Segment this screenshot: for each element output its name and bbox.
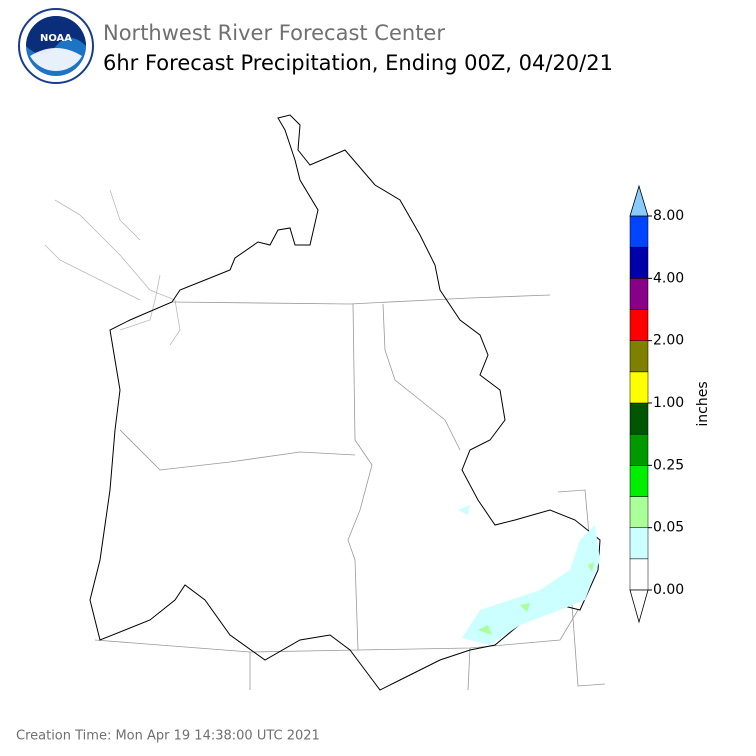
colorbar-label: inches — [695, 381, 711, 426]
title: 6hr Forecast Precipitation, Ending 00Z, … — [103, 51, 613, 75]
colorbar-tick-label: 0.05 — [653, 520, 684, 536]
colorbar-segment — [629, 496, 649, 528]
colorbar-segment — [629, 558, 649, 591]
colorbar-segment — [629, 215, 649, 248]
organization: Northwest River Forecast Center — [103, 21, 445, 45]
colorbar-tick-label: 1.00 — [653, 395, 684, 411]
colorbar: 0.00 0.05 0.25 1.00 2.00 4.00 8.00 — [629, 184, 684, 624]
colorbar-segment — [629, 278, 649, 310]
creation-time: Creation Time: Mon Apr 19 14:38:00 UTC 2… — [16, 729, 320, 744]
colorbar-segment — [629, 465, 649, 497]
colorbar-segment — [629, 433, 649, 466]
colorbar-under — [629, 589, 649, 624]
colorbar-segment — [629, 371, 649, 404]
colorbar-segment — [629, 527, 649, 560]
colorbar-segment — [629, 309, 649, 341]
colorbar-segment — [629, 246, 649, 279]
map — [44, 114, 606, 691]
colorbar-tick-label: 0.00 — [653, 582, 684, 598]
logo-text: NOAA — [40, 33, 72, 44]
colorbar-segment — [629, 340, 649, 373]
colorbar-tick-label: 8.00 — [653, 208, 684, 224]
colorbar-over — [629, 184, 649, 217]
colorbar-tick-label: 4.00 — [653, 270, 684, 286]
colorbar-tick-label: 2.00 — [653, 333, 684, 349]
colorbar-segment — [629, 402, 649, 435]
noaa-logo: NOAA — [18, 8, 94, 84]
colorbar-tick-label: 0.25 — [653, 457, 684, 473]
